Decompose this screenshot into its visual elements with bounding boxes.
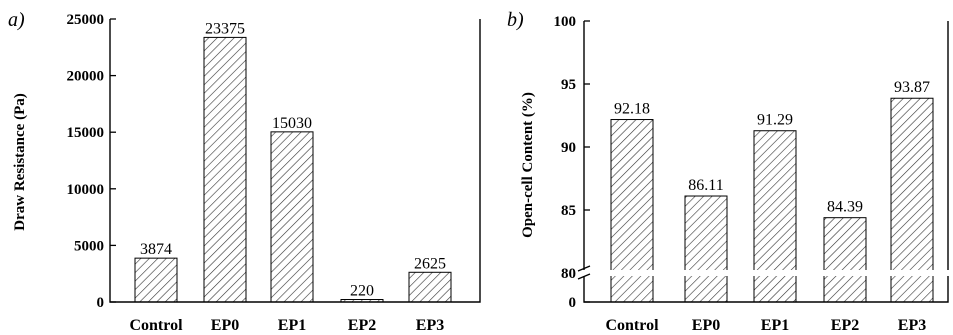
x-category-label-a: EP3: [416, 317, 444, 334]
y-axis-label-b: Open-cell Content (%): [520, 92, 536, 238]
y-ticks-a: 0 5000 10000 15000 20000 25000: [67, 12, 116, 311]
data-label-b: 86.11: [688, 177, 723, 194]
y-tick-label-b: 0: [569, 295, 577, 311]
data-labels-a: 3874 23375 15030 220 2625: [140, 20, 446, 299]
x-category-label-b: EP2: [831, 317, 859, 334]
y-tick-label-a: 20000: [67, 69, 105, 85]
axis-break-mark-bottom: [577, 273, 591, 280]
bar-b: [753, 130, 797, 303]
data-label-b: 93.87: [894, 79, 930, 96]
x-category-label-b: EP1: [761, 317, 789, 334]
x-category-label-a: Control: [129, 317, 183, 334]
y-tick-label-b: 80: [561, 266, 576, 282]
bar-a: [408, 271, 452, 303]
data-labels-b: 92.18 86.11 91.29 84.39 93.87: [614, 79, 930, 215]
bar-a: [134, 257, 178, 303]
y-axis-label-a: Draw Resistance (Pa): [12, 93, 28, 230]
data-label-b: 91.29: [757, 112, 793, 129]
x-category-label-a: EP2: [348, 317, 376, 334]
bar-b: [823, 217, 867, 303]
y-tick-label-a: 10000: [67, 182, 105, 198]
y-tick-label-b: 95: [561, 77, 576, 93]
axis-frame-a: [109, 19, 481, 303]
x-categories-a: Control EP0 EP1 EP2 EP3: [129, 317, 444, 334]
y-tick-label-b: 100: [554, 14, 577, 30]
bar-a: [203, 36, 247, 303]
bar-b: [684, 195, 728, 303]
panel-label-b: b): [507, 9, 524, 31]
y-ticks-b: 0 80 85 90 95 100: [554, 14, 590, 311]
data-label-a: 2625: [414, 255, 446, 272]
bars-a: [134, 36, 452, 303]
data-label-a: 3874: [140, 241, 172, 258]
x-categories-b: Control EP0 EP1 EP2 EP3: [605, 317, 926, 334]
x-category-label-a: EP1: [278, 317, 306, 334]
y-tick-label-a: 0: [97, 295, 105, 311]
axis-break-gap: [578, 270, 950, 276]
data-label-a: 220: [350, 283, 374, 300]
y-tick-label-b: 85: [561, 203, 576, 219]
x-category-label-b: EP0: [692, 317, 720, 334]
axis-break-mark-top: [577, 265, 591, 272]
y-tick-label-b: 90: [561, 140, 576, 156]
data-label-b: 84.39: [827, 199, 863, 216]
bar-b: [890, 97, 934, 303]
y-tick-label-a: 5000: [74, 238, 104, 254]
x-category-label-b: EP3: [898, 317, 926, 334]
data-label-a: 23375: [205, 20, 245, 37]
y-tick-label-a: 15000: [67, 125, 105, 141]
x-category-label-b: Control: [605, 317, 659, 334]
x-category-label-a: EP0: [211, 317, 239, 334]
bar-a: [270, 131, 314, 303]
axis-frame-b: [583, 21, 949, 303]
chart-a: a) Draw Resistance (Pa) 0 5000 10000 15000 2…: [8, 9, 481, 334]
chart-b: b) Open-cell Content (%) 0 80 85 90 95 100 92…: [507, 9, 950, 334]
data-label-a: 15030: [272, 115, 312, 132]
panel-label-a: a): [8, 9, 25, 31]
y-tick-label-a: 25000: [67, 12, 105, 28]
data-label-b: 92.18: [614, 101, 650, 118]
